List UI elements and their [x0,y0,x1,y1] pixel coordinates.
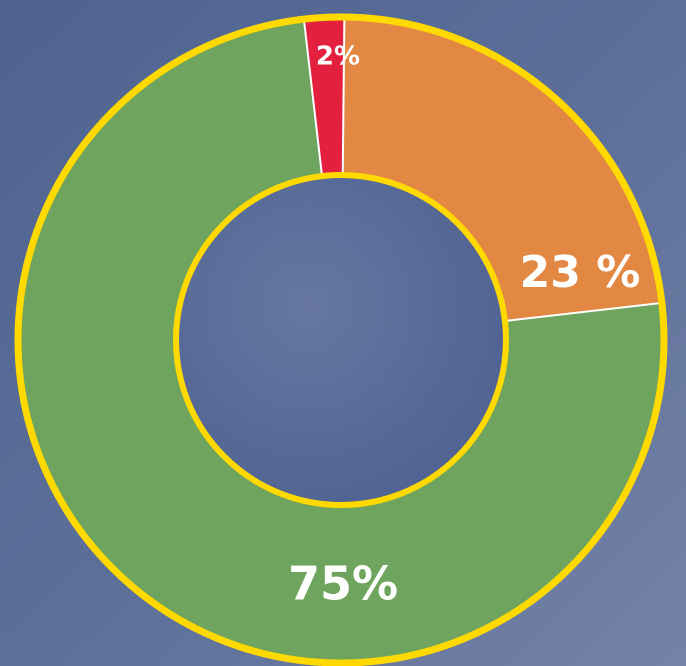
donut-segment [342,17,662,322]
donut: 2% 23 % 75% [14,13,668,666]
donut-segment [17,19,664,663]
segment-separator [341,17,346,176]
data-label: 2% [316,42,360,72]
segment-separator [504,301,662,323]
donut-hole [173,172,509,508]
data-label: 75% [288,557,398,611]
donut-segment [303,16,345,177]
outer-border [14,13,668,666]
segment-separator [302,19,324,177]
data-label: 23 % [520,247,641,298]
